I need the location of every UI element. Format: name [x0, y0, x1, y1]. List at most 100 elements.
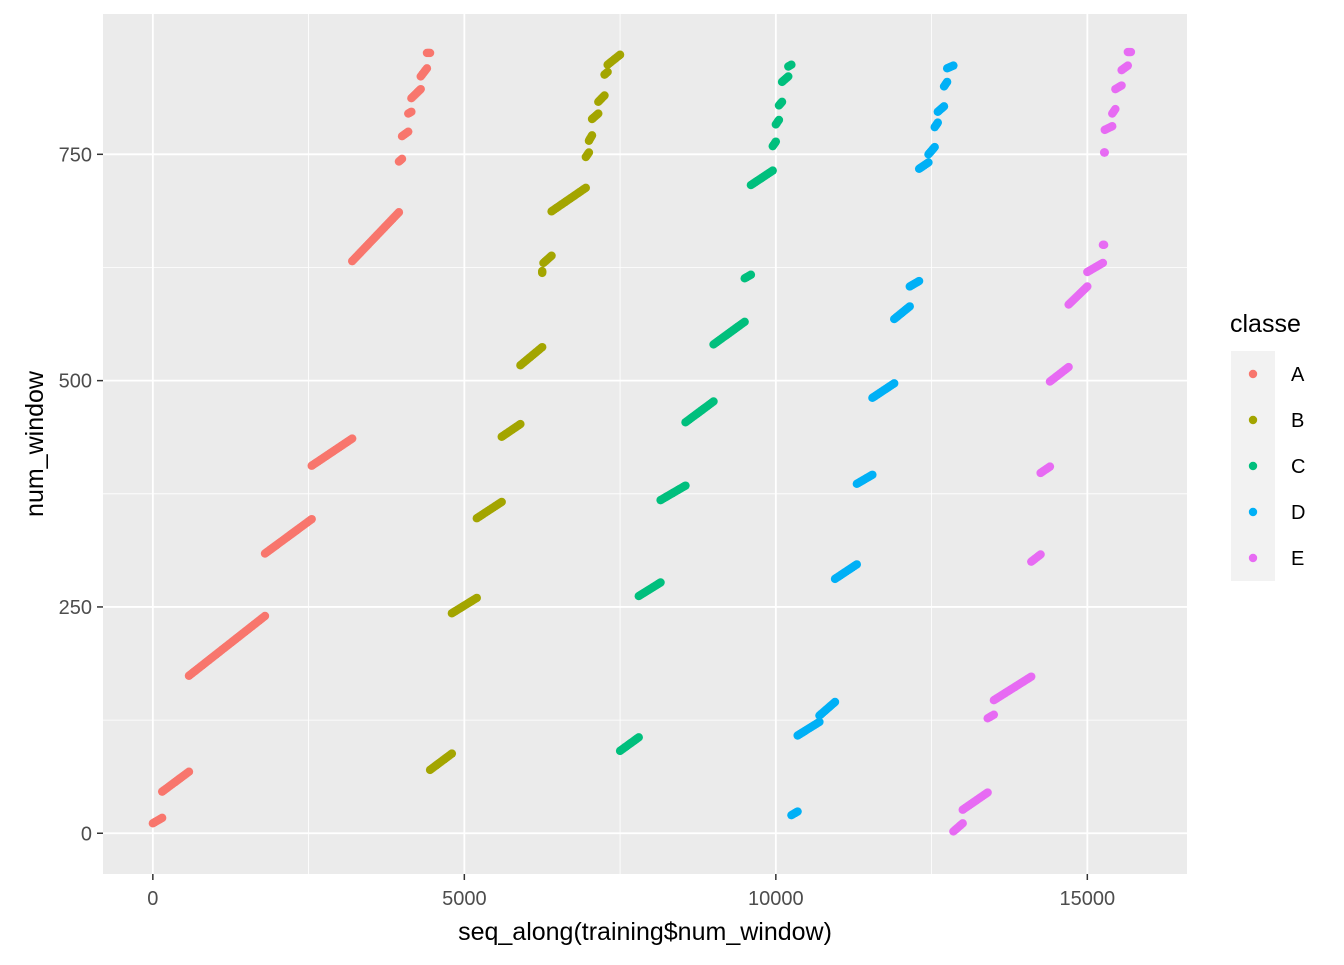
data-point [394, 208, 404, 217]
data-point [516, 419, 525, 429]
plot-panel [103, 14, 1187, 874]
data-point [830, 697, 840, 707]
x-tick-label: 5000 [442, 888, 487, 910]
data-point [1099, 240, 1109, 250]
legend-item-E: E [1231, 535, 1304, 581]
data-point [852, 560, 862, 569]
data-point [1098, 258, 1108, 268]
data-point [447, 749, 457, 758]
data-point [397, 154, 407, 164]
data-point [1126, 47, 1136, 57]
data-point [538, 342, 547, 352]
data-point [615, 50, 625, 59]
data-point [581, 183, 591, 193]
data-point [983, 788, 992, 797]
legend-label: C [1291, 456, 1305, 478]
data-point [404, 127, 413, 136]
data-point [497, 497, 506, 507]
series-E [949, 47, 1136, 836]
data-point [1117, 81, 1126, 90]
data-point [868, 470, 877, 479]
data-point [768, 166, 777, 175]
data-point [1108, 122, 1117, 131]
data-point [930, 142, 939, 152]
x-axis-ticks: 0 5000 10000 15000 [147, 874, 1115, 910]
data-point [771, 137, 781, 146]
legend-title: classe [1230, 310, 1301, 338]
legend-item-C: C [1231, 443, 1305, 489]
data-point [260, 611, 270, 621]
legend-label: E [1291, 548, 1304, 570]
minor-gridlines [103, 14, 1187, 874]
data-point [600, 91, 609, 100]
legend: A B C D E [1231, 351, 1305, 581]
y-tick-label: 750 [59, 144, 92, 166]
data-point [914, 276, 924, 286]
legend-key-point [1248, 461, 1258, 471]
x-tick-label: 10000 [748, 888, 804, 910]
data-point [774, 115, 784, 125]
data-point [416, 84, 425, 94]
data-point [1100, 148, 1109, 157]
data-point [422, 64, 432, 73]
data-point [787, 60, 796, 69]
data-point [157, 813, 167, 823]
data-point [949, 61, 958, 70]
data-point [890, 379, 899, 388]
data-point [634, 733, 643, 742]
data-point [1111, 104, 1120, 114]
legend-key-point [1248, 507, 1258, 517]
data-point [942, 77, 952, 87]
y-axis-title: num_window [21, 370, 49, 517]
data-points [148, 47, 1136, 836]
data-point [905, 302, 914, 311]
data-point [746, 270, 756, 279]
data-point [924, 158, 933, 167]
data-point [547, 251, 556, 260]
data-point [958, 819, 967, 828]
data-point [472, 593, 481, 603]
y-axis-ticks: 0 250 500 750 [59, 144, 103, 845]
y-tick-label: 250 [59, 597, 92, 619]
data-point [793, 807, 802, 816]
x-axis-title: seq_along(training$num_window) [458, 918, 832, 946]
data-point [184, 767, 194, 776]
data-point [603, 67, 612, 77]
data-point [348, 434, 357, 443]
data-point [407, 107, 416, 116]
data-point [709, 397, 718, 406]
data-point [784, 72, 793, 81]
legend-label: B [1291, 410, 1304, 432]
data-point [939, 102, 949, 111]
data-point [1083, 282, 1092, 291]
data-point [1064, 362, 1073, 372]
data-point [584, 148, 594, 157]
data-point [1045, 462, 1055, 471]
major-gridlines [103, 14, 1187, 874]
legend-item-D: D [1231, 489, 1305, 535]
series-B [425, 50, 625, 775]
data-point [1027, 672, 1036, 681]
data-point [538, 266, 547, 276]
legend-key-point [1248, 369, 1258, 379]
legend-item-B: B [1231, 397, 1304, 443]
data-point [307, 514, 316, 524]
data-point [656, 578, 665, 587]
series-C [615, 60, 796, 756]
data-point [1036, 550, 1045, 559]
legend-label: D [1291, 502, 1305, 524]
data-point [681, 481, 690, 490]
legend-item-A: A [1231, 351, 1305, 397]
data-point [587, 131, 597, 140]
x-tick-label: 15000 [1060, 888, 1116, 910]
x-tick-label: 0 [147, 888, 158, 910]
data-point [425, 48, 435, 58]
data-point [989, 710, 999, 719]
legend-key-point [1248, 553, 1258, 563]
series-D [787, 61, 958, 820]
data-point [594, 109, 603, 118]
legend-key-point [1248, 415, 1258, 425]
data-point [740, 317, 749, 326]
